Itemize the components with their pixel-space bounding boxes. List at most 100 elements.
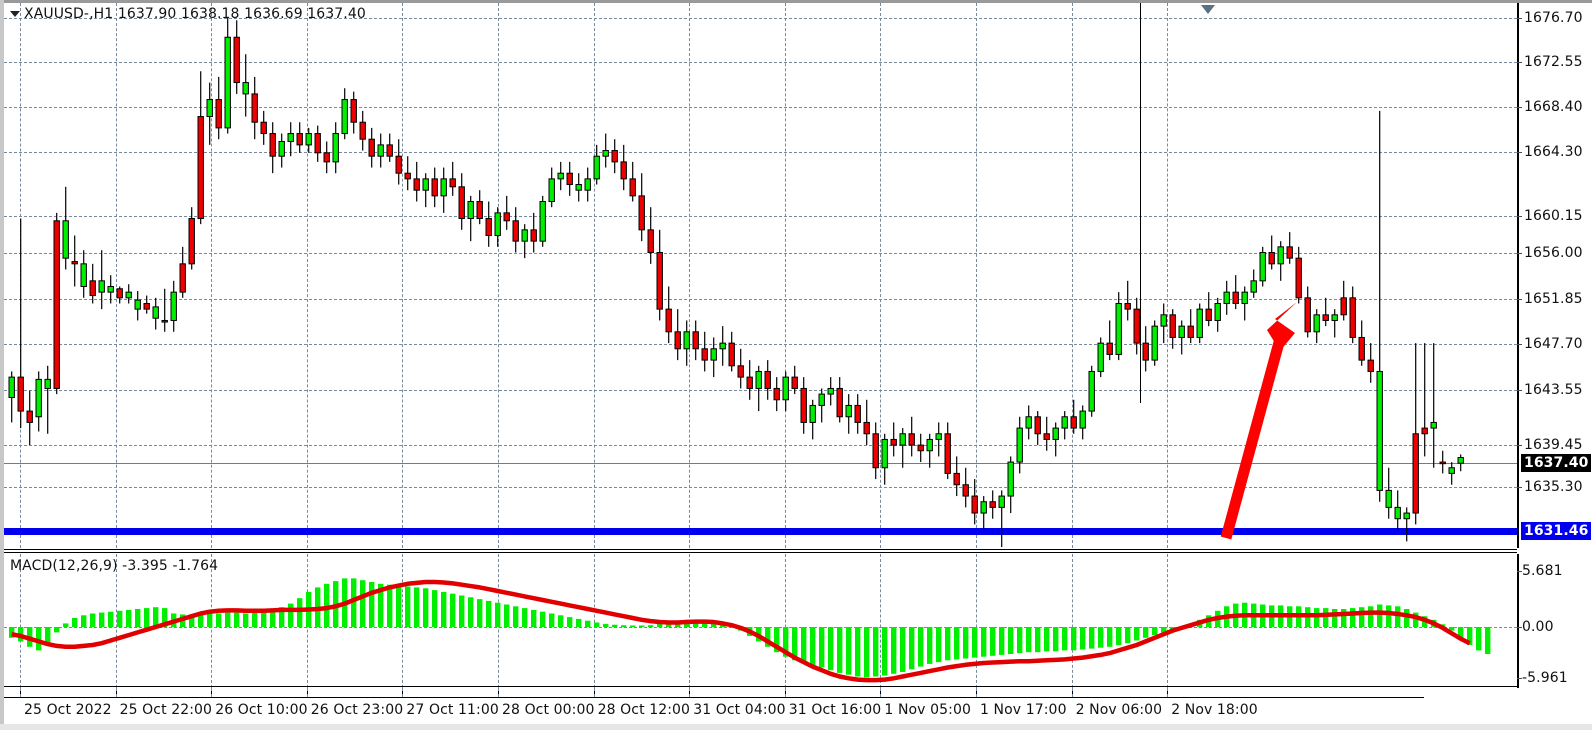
time-gridline — [20, 688, 21, 697]
time-gridline — [689, 688, 691, 697]
price-tick — [1517, 107, 1522, 108]
time-axis-label: 2 Nov 06:00 — [1075, 702, 1163, 718]
macd-tick — [1517, 678, 1522, 679]
price-tick — [1517, 253, 1522, 254]
price-gridline — [4, 487, 1517, 488]
price-tick — [1517, 216, 1522, 217]
macd-gridline-vertical — [1167, 554, 1169, 688]
time-gridline — [784, 688, 786, 697]
price-gridline-vertical — [976, 3, 977, 548]
price-gridline — [4, 344, 1517, 345]
macd-tick — [1517, 627, 1522, 628]
window-left-border — [0, 0, 4, 724]
up-arrow-annotation[interactable] — [4, 3, 1517, 548]
symbol-collapse-triangle-icon[interactable] — [10, 11, 20, 17]
macd-series — [9, 578, 1491, 683]
price-gridline-vertical — [880, 3, 882, 548]
time-gridline — [1167, 688, 1169, 697]
price-axis-label: 1676.70 — [1524, 10, 1583, 26]
macd-axis-label: 0.00 — [1522, 619, 1554, 635]
price-gridline-vertical — [689, 3, 691, 548]
price-tick — [1517, 390, 1522, 391]
time-gridline — [498, 688, 499, 697]
time-axis-label: 26 Oct 23:00 — [310, 702, 404, 718]
price-gridline-vertical — [115, 3, 117, 548]
macd-gridline-vertical — [20, 554, 21, 688]
pane-separator-bottom — [4, 552, 1517, 553]
price-axis-label: 1672.55 — [1524, 54, 1583, 70]
time-axis-label: 26 Oct 10:00 — [215, 702, 308, 718]
price-gridline — [4, 299, 1517, 300]
candlestick-series — [8, 16, 1464, 548]
time-axis-label: 1 Nov 17:00 — [980, 702, 1067, 718]
price-gridline — [4, 62, 1517, 63]
price-gridline-vertical — [1071, 3, 1073, 548]
price-gridline-vertical — [593, 3, 595, 548]
time-axis-label: 27 Oct 11:00 — [406, 702, 499, 718]
price-axis-label: 1639.45 — [1524, 437, 1583, 453]
time-gridline — [1071, 688, 1073, 697]
price-gridline-vertical — [402, 3, 404, 548]
price-axis-label: 1643.55 — [1524, 382, 1583, 398]
price-tick — [1517, 18, 1522, 19]
chart-position-marker-icon — [1201, 5, 1215, 14]
macd-indicator-pane[interactable]: MACD(12,26,9) -3.395 -1.764 — [4, 554, 1517, 688]
time-gridline — [115, 688, 117, 697]
time-gridline — [593, 688, 595, 697]
current-price-line — [4, 463, 1517, 464]
price-gridline-vertical — [784, 3, 786, 548]
time-gridline — [880, 688, 882, 697]
price-axis-label: 1668.40 — [1524, 99, 1583, 115]
price-gridline-vertical — [498, 3, 499, 548]
price-tick — [1517, 62, 1522, 63]
price-gridline — [4, 390, 1517, 391]
time-axis-label: 28 Oct 00:00 — [502, 702, 595, 718]
macd-gridline-vertical — [593, 554, 595, 688]
current-price-badge: 1637.40 — [1521, 454, 1592, 472]
time-axis[interactable]: 25 Oct 2022 25 Oct 22:00 26 Oct 10:00 26 Oc… — [4, 688, 1517, 724]
time-axis-label: 2 Nov 18:00 — [1171, 702, 1258, 718]
price-gridline — [4, 253, 1517, 254]
macd-gridline-vertical — [976, 554, 977, 688]
price-gridline-vertical — [306, 3, 308, 548]
time-gridline — [402, 688, 404, 697]
macd-label: MACD(12,26,9) -3.395 -1.764 — [10, 558, 219, 574]
price-scale[interactable]: 1676.70 1672.55 1668.40 1664.30 1660.15 1656.… — [1517, 3, 1592, 548]
price-tick — [1517, 344, 1522, 345]
time-axis-label: 31 Oct 16:00 — [788, 702, 882, 718]
price-gridline — [4, 152, 1517, 153]
window-bottom-border — [0, 724, 1592, 730]
price-chart-pane[interactable]: XAUUSD-,H1 1637.90 1638.18 1636.69 1637.… — [4, 3, 1517, 548]
price-scale-axis — [1517, 3, 1519, 548]
macd-scale[interactable]: 5.681 0.00 -5.961 — [1517, 554, 1592, 688]
price-gridline — [4, 107, 1517, 108]
time-gridline — [306, 688, 308, 697]
price-gridline-vertical — [211, 3, 213, 548]
time-axis-label: 25 Oct 2022 — [24, 702, 112, 718]
price-tick — [1517, 445, 1522, 446]
pane-separator-top — [4, 549, 1517, 550]
time-axis-label: 28 Oct 12:00 — [597, 702, 691, 718]
price-gridline — [4, 18, 1517, 19]
price-axis-label: 1651.85 — [1524, 291, 1583, 307]
time-axis-label: 25 Oct 22:00 — [119, 702, 213, 718]
price-axis-label: 1635.30 — [1524, 479, 1583, 495]
macd-scale-axis — [1517, 554, 1519, 688]
window-top-border — [0, 0, 1592, 3]
price-axis-label: 1656.00 — [1524, 245, 1583, 261]
price-gridline — [4, 445, 1517, 446]
macd-tick — [1517, 571, 1522, 572]
price-tick — [1517, 152, 1522, 153]
macd-gridline-vertical — [115, 554, 117, 688]
price-tick — [1517, 487, 1522, 488]
price-axis-label: 1664.30 — [1524, 144, 1583, 160]
time-axis-label: 1 Nov 05:00 — [884, 702, 971, 718]
chart-header-text: XAUUSD-,H1 1637.90 1638.18 1636.69 1637.… — [24, 6, 366, 22]
macd-gridline-vertical — [402, 554, 404, 688]
price-gridline — [4, 216, 1517, 217]
macd-gridline-vertical — [1071, 554, 1073, 688]
macd-gridline-vertical — [880, 554, 882, 688]
support-level-line[interactable] — [4, 528, 1517, 535]
time-gridline — [976, 688, 977, 697]
